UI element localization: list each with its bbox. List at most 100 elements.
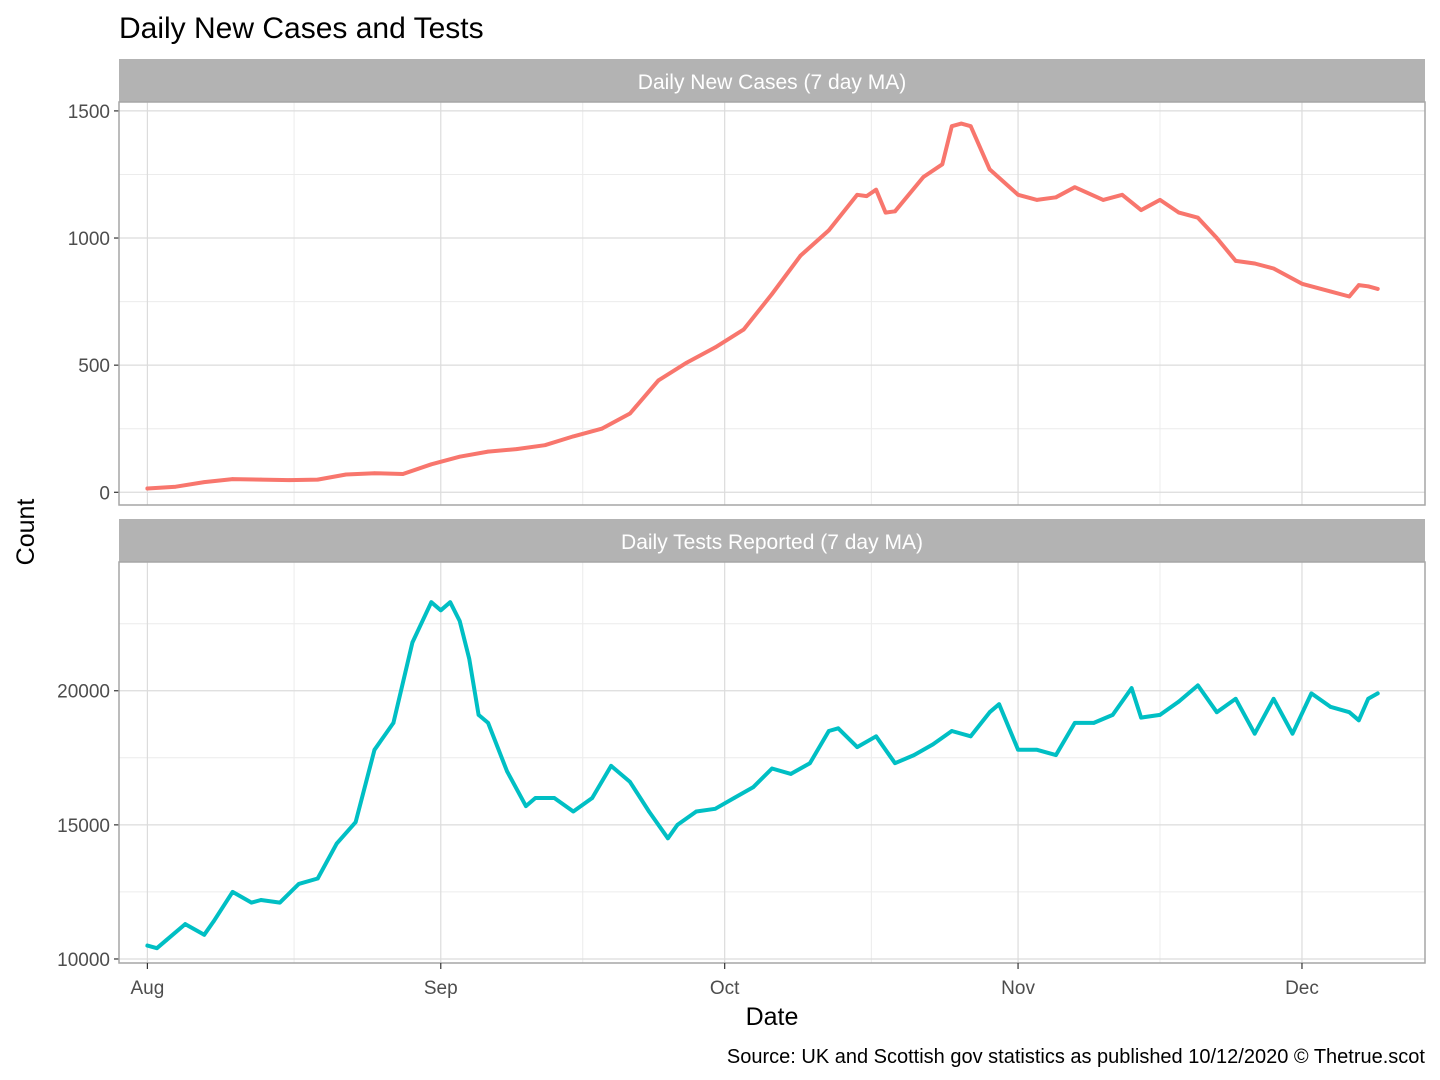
- data-point: [1054, 195, 1058, 200]
- data-point: [1233, 696, 1238, 701]
- data-point: [486, 449, 490, 454]
- data-point: [1177, 699, 1181, 704]
- data-point: [1016, 193, 1020, 197]
- data-point: [344, 472, 348, 477]
- data-point: [590, 796, 594, 800]
- data-point: [467, 656, 471, 661]
- data-point: [1328, 705, 1333, 709]
- data-point: [968, 124, 973, 128]
- data-point: [391, 721, 396, 725]
- data-point: [874, 734, 878, 739]
- data-point: [1016, 747, 1020, 752]
- strip-cases-label: Daily New Cases (7 day MA): [638, 71, 906, 94]
- data-point: [950, 124, 954, 128]
- data-point: [552, 796, 557, 800]
- data-point: [1101, 198, 1106, 202]
- data-point: [1252, 261, 1257, 266]
- data-point: [1271, 266, 1276, 271]
- data-point: [429, 600, 434, 605]
- data-point: [893, 761, 897, 765]
- panel-cases: Daily New Cases (7 day MA) 0 500 1000 1500: [68, 59, 1426, 506]
- series-cases: [145, 121, 1380, 491]
- data-point: [647, 809, 651, 814]
- data-point: [713, 345, 718, 350]
- data-point: [297, 882, 301, 886]
- panel-tests-border: [118, 561, 1426, 964]
- source-caption: Source: UK and Scottish gov statistics a…: [727, 1046, 1426, 1068]
- data-point: [145, 486, 150, 491]
- data-point: [987, 167, 992, 172]
- data-point: [883, 210, 888, 215]
- data-point: [401, 472, 405, 476]
- data-point: [789, 772, 793, 776]
- data-point: [826, 729, 831, 733]
- data-point: [968, 734, 973, 739]
- data-point: [476, 713, 481, 717]
- data-point: [874, 187, 878, 192]
- data-point: [940, 162, 945, 167]
- data-point: [1271, 696, 1276, 701]
- data-point: [997, 702, 1001, 706]
- data-point: [249, 900, 254, 905]
- data-point: [202, 933, 206, 937]
- data-point: [448, 600, 453, 605]
- data-point: [315, 876, 320, 881]
- data-point: [1073, 721, 1077, 725]
- data-point: [1375, 287, 1380, 291]
- strip-tests-background: [119, 519, 1425, 562]
- data-point: [1356, 283, 1361, 287]
- data-point: [533, 796, 538, 800]
- data-point: [457, 619, 462, 623]
- data-point: [666, 836, 670, 841]
- data-point: [1091, 721, 1096, 725]
- grid-tests: [119, 562, 1425, 963]
- data-point: [599, 426, 604, 431]
- data-point: [1214, 236, 1219, 240]
- data-point: [1073, 185, 1077, 189]
- x-axis: Aug Sep Oct Nov Dec: [130, 963, 1319, 999]
- data-point: [1129, 686, 1134, 690]
- x-axis-title: Date: [746, 1003, 799, 1031]
- data-point: [353, 820, 358, 824]
- data-point: [486, 721, 490, 725]
- data-point: [524, 804, 528, 808]
- data-point: [950, 729, 954, 733]
- data-point: [1366, 284, 1371, 289]
- data-point: [155, 946, 159, 951]
- data-point: [741, 327, 746, 332]
- y-tick-label: 500: [78, 356, 110, 377]
- data-point: [145, 943, 150, 948]
- data-point: [713, 806, 718, 811]
- y-axis-title: Count: [12, 499, 40, 566]
- data-point: [1139, 208, 1143, 212]
- series-tests: [145, 600, 1380, 951]
- x-tick-label: Sep: [424, 978, 458, 999]
- x-tick-label: Aug: [130, 978, 164, 999]
- data-point: [1366, 696, 1371, 701]
- data-point: [1196, 683, 1200, 688]
- y-tick-label: 20000: [57, 682, 110, 703]
- data-point: [808, 761, 812, 765]
- data-point: [259, 477, 263, 482]
- data-point: [1309, 691, 1314, 696]
- data-point: [429, 462, 434, 467]
- data-point: [278, 900, 282, 905]
- data-point: [628, 780, 632, 784]
- panel-cases-border: [118, 101, 1426, 506]
- data-point: [1328, 289, 1333, 294]
- data-point: [230, 890, 235, 894]
- data-point: [514, 447, 519, 451]
- y-axis-tests: 10000 15000 20000: [57, 682, 119, 971]
- y-tick-label: 0: [99, 483, 110, 504]
- data-point: [1110, 713, 1115, 717]
- data-point: [211, 919, 216, 924]
- data-point: [1035, 747, 1039, 752]
- data-point: [1347, 294, 1352, 299]
- data-point: [1214, 710, 1219, 715]
- data-point: [931, 742, 935, 747]
- data-point: [202, 480, 206, 484]
- data-point: [770, 766, 774, 771]
- data-point: [836, 726, 841, 731]
- data-point: [334, 841, 339, 846]
- data-point: [1347, 710, 1352, 715]
